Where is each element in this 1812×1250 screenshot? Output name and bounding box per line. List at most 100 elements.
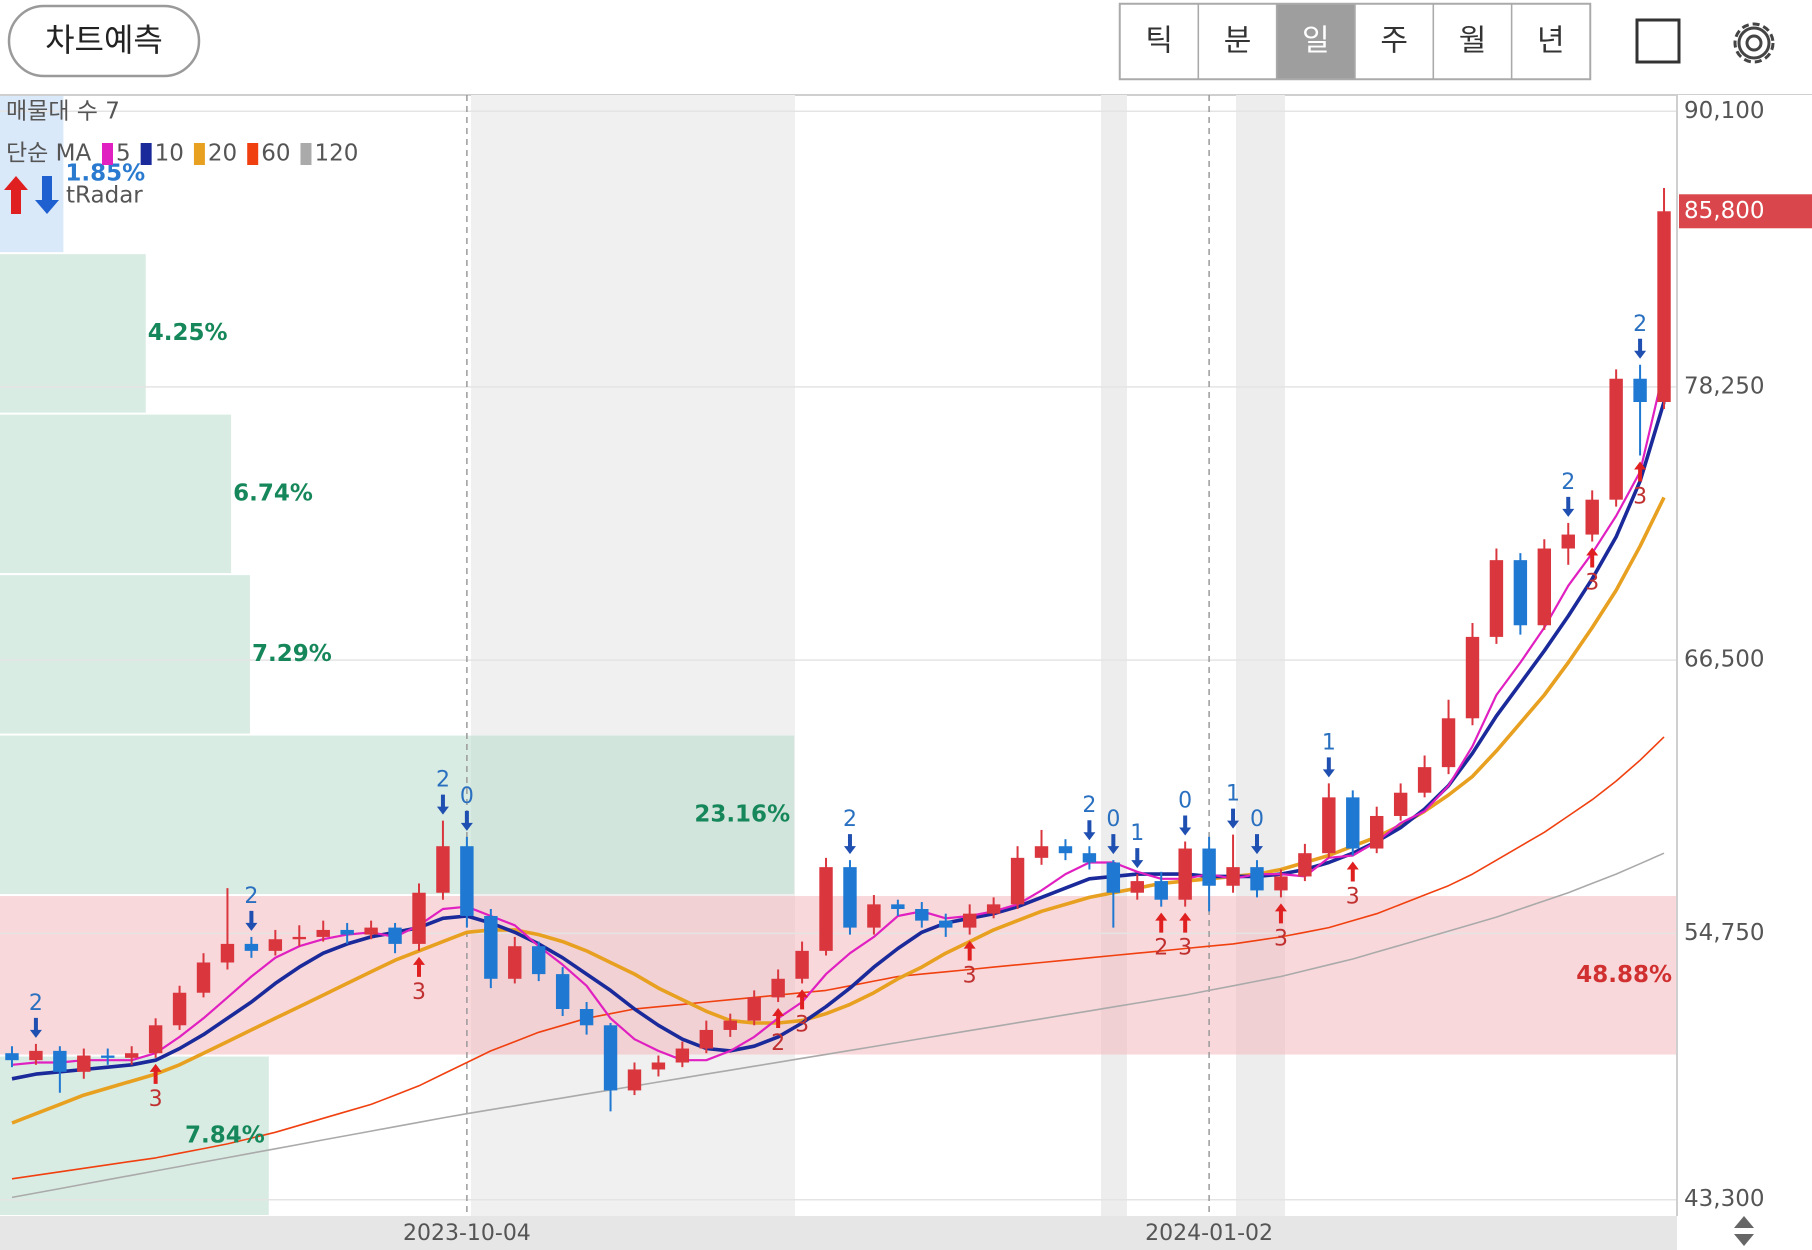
profile-labels: 7.84%48.88%23.16%7.29%6.74%4.25%1.85%	[65, 161, 1672, 1149]
signal-down-arrow	[1251, 834, 1263, 855]
signal-up-label: 3	[963, 964, 977, 989]
signal-up-label: 2	[771, 1031, 785, 1056]
candle-body	[1226, 867, 1240, 886]
candle-body	[460, 846, 474, 916]
legend-name: 5	[116, 141, 131, 167]
candle-body	[532, 946, 546, 975]
profile-label: 4.25%	[148, 320, 228, 346]
candle-body	[1441, 718, 1456, 768]
date-axis-area	[0, 1216, 1677, 1250]
candle-body	[986, 904, 1001, 914]
candle-body	[747, 997, 761, 1021]
candles	[5, 188, 1671, 1112]
candle-body	[1370, 815, 1384, 849]
signal-up-label: 2	[1154, 936, 1168, 961]
candle-body	[1346, 797, 1360, 849]
candle-body	[29, 1050, 43, 1061]
gear-teeth[interactable]	[1733, 22, 1775, 64]
signal-up-arrow	[149, 1063, 162, 1084]
tab-label[interactable]: 틱	[1145, 24, 1173, 59]
tab-selected[interactable]	[1275, 3, 1356, 80]
legend-swatch	[140, 143, 152, 165]
tab-label[interactable]: 년	[1537, 24, 1565, 59]
candle-body	[1298, 853, 1312, 877]
ma-label: 단순 MA	[6, 141, 91, 167]
candle-body	[1513, 560, 1528, 626]
tab-label[interactable]: 월	[1459, 24, 1487, 59]
signal-up-arrow	[963, 940, 976, 961]
scroll-up[interactable]	[1734, 1216, 1754, 1228]
candle-body	[77, 1055, 91, 1072]
signal-up-label: 3	[795, 1012, 809, 1037]
signal-up-arrow	[413, 956, 425, 977]
gear-ring[interactable]	[1737, 26, 1771, 60]
tab[interactable]	[1510, 3, 1591, 80]
candle-body	[555, 974, 570, 1010]
candle-body	[412, 892, 426, 944]
candle-body	[771, 978, 785, 998]
axis-labels: 90,100 78,250 66,500 54,750 43,300 2023-10-04…	[403, 98, 1812, 1246]
signal-up-arrow	[1634, 461, 1647, 482]
candle-body	[1058, 846, 1073, 854]
candle-body	[795, 950, 809, 979]
profile-label: 48.88%	[1576, 962, 1672, 988]
signal-down-icon	[35, 176, 59, 214]
candle-body	[508, 946, 522, 979]
signal-up-label: 3	[1178, 936, 1192, 961]
tab-label[interactable]: 분	[1224, 24, 1252, 59]
candle-body	[1034, 846, 1049, 858]
candle-body	[1010, 857, 1025, 905]
y-tick-label: 54,750	[1684, 920, 1764, 946]
signal-down-label: 0	[1106, 807, 1120, 832]
candle-body	[939, 920, 953, 928]
gear-hole[interactable]	[1745, 34, 1763, 52]
candle-body	[124, 1053, 139, 1058]
candle-body	[1130, 881, 1144, 893]
candle-body	[1489, 560, 1504, 637]
tab[interactable]	[1354, 3, 1435, 80]
candle-body	[1417, 767, 1432, 793]
signal-up-label: 3	[412, 980, 426, 1005]
profile-label: 23.16%	[694, 801, 790, 827]
signal-down-arrow	[245, 910, 258, 931]
y-tick-label: 43,300	[1684, 1186, 1764, 1212]
x-tick-label: 2024-01-02	[1145, 1221, 1273, 1246]
predict-button-bg[interactable]	[7, 4, 201, 78]
signal-down-arrow	[1131, 848, 1144, 869]
candle-body	[53, 1050, 67, 1072]
tab[interactable]	[1432, 3, 1513, 80]
candle-body	[1274, 876, 1288, 891]
candle-body	[891, 904, 905, 910]
signal-down-arrow	[843, 834, 856, 855]
tab-label[interactable]: 주	[1380, 24, 1408, 59]
predict-button[interactable]: 차트예측	[7, 4, 201, 78]
last-price-label: 85,800	[1684, 198, 1764, 224]
candle-body	[1657, 211, 1671, 402]
signal-label: tRadar	[66, 183, 143, 209]
candle-body	[292, 936, 306, 940]
y-tick-label: 78,250	[1684, 373, 1764, 399]
candle-body	[101, 1055, 115, 1058]
candle-body	[843, 867, 857, 928]
predict-button-label[interactable]: 차트예측	[45, 21, 163, 59]
scroll-down[interactable]	[1734, 1234, 1754, 1246]
signal-down-label: 0	[1250, 807, 1264, 832]
settings-icon[interactable]	[1733, 22, 1775, 64]
signal-up-arrow	[1155, 912, 1168, 933]
candle-body	[172, 992, 187, 1026]
signal-up-icon	[4, 176, 28, 214]
candle-body	[244, 943, 259, 951]
signal-up-arrow	[1346, 861, 1359, 882]
tab[interactable]	[1197, 3, 1278, 80]
tab-label[interactable]: 일	[1302, 24, 1330, 59]
candle-body	[220, 943, 235, 963]
tab[interactable]	[1119, 3, 1200, 80]
fullscreen-icon[interactable]	[1635, 18, 1681, 64]
candle-body	[340, 929, 354, 935]
signal-down-label: 0	[1178, 789, 1192, 814]
signal-down-label: 2	[843, 807, 857, 832]
candle-body	[1561, 534, 1575, 549]
scroll-icon[interactable]	[1734, 1216, 1754, 1246]
